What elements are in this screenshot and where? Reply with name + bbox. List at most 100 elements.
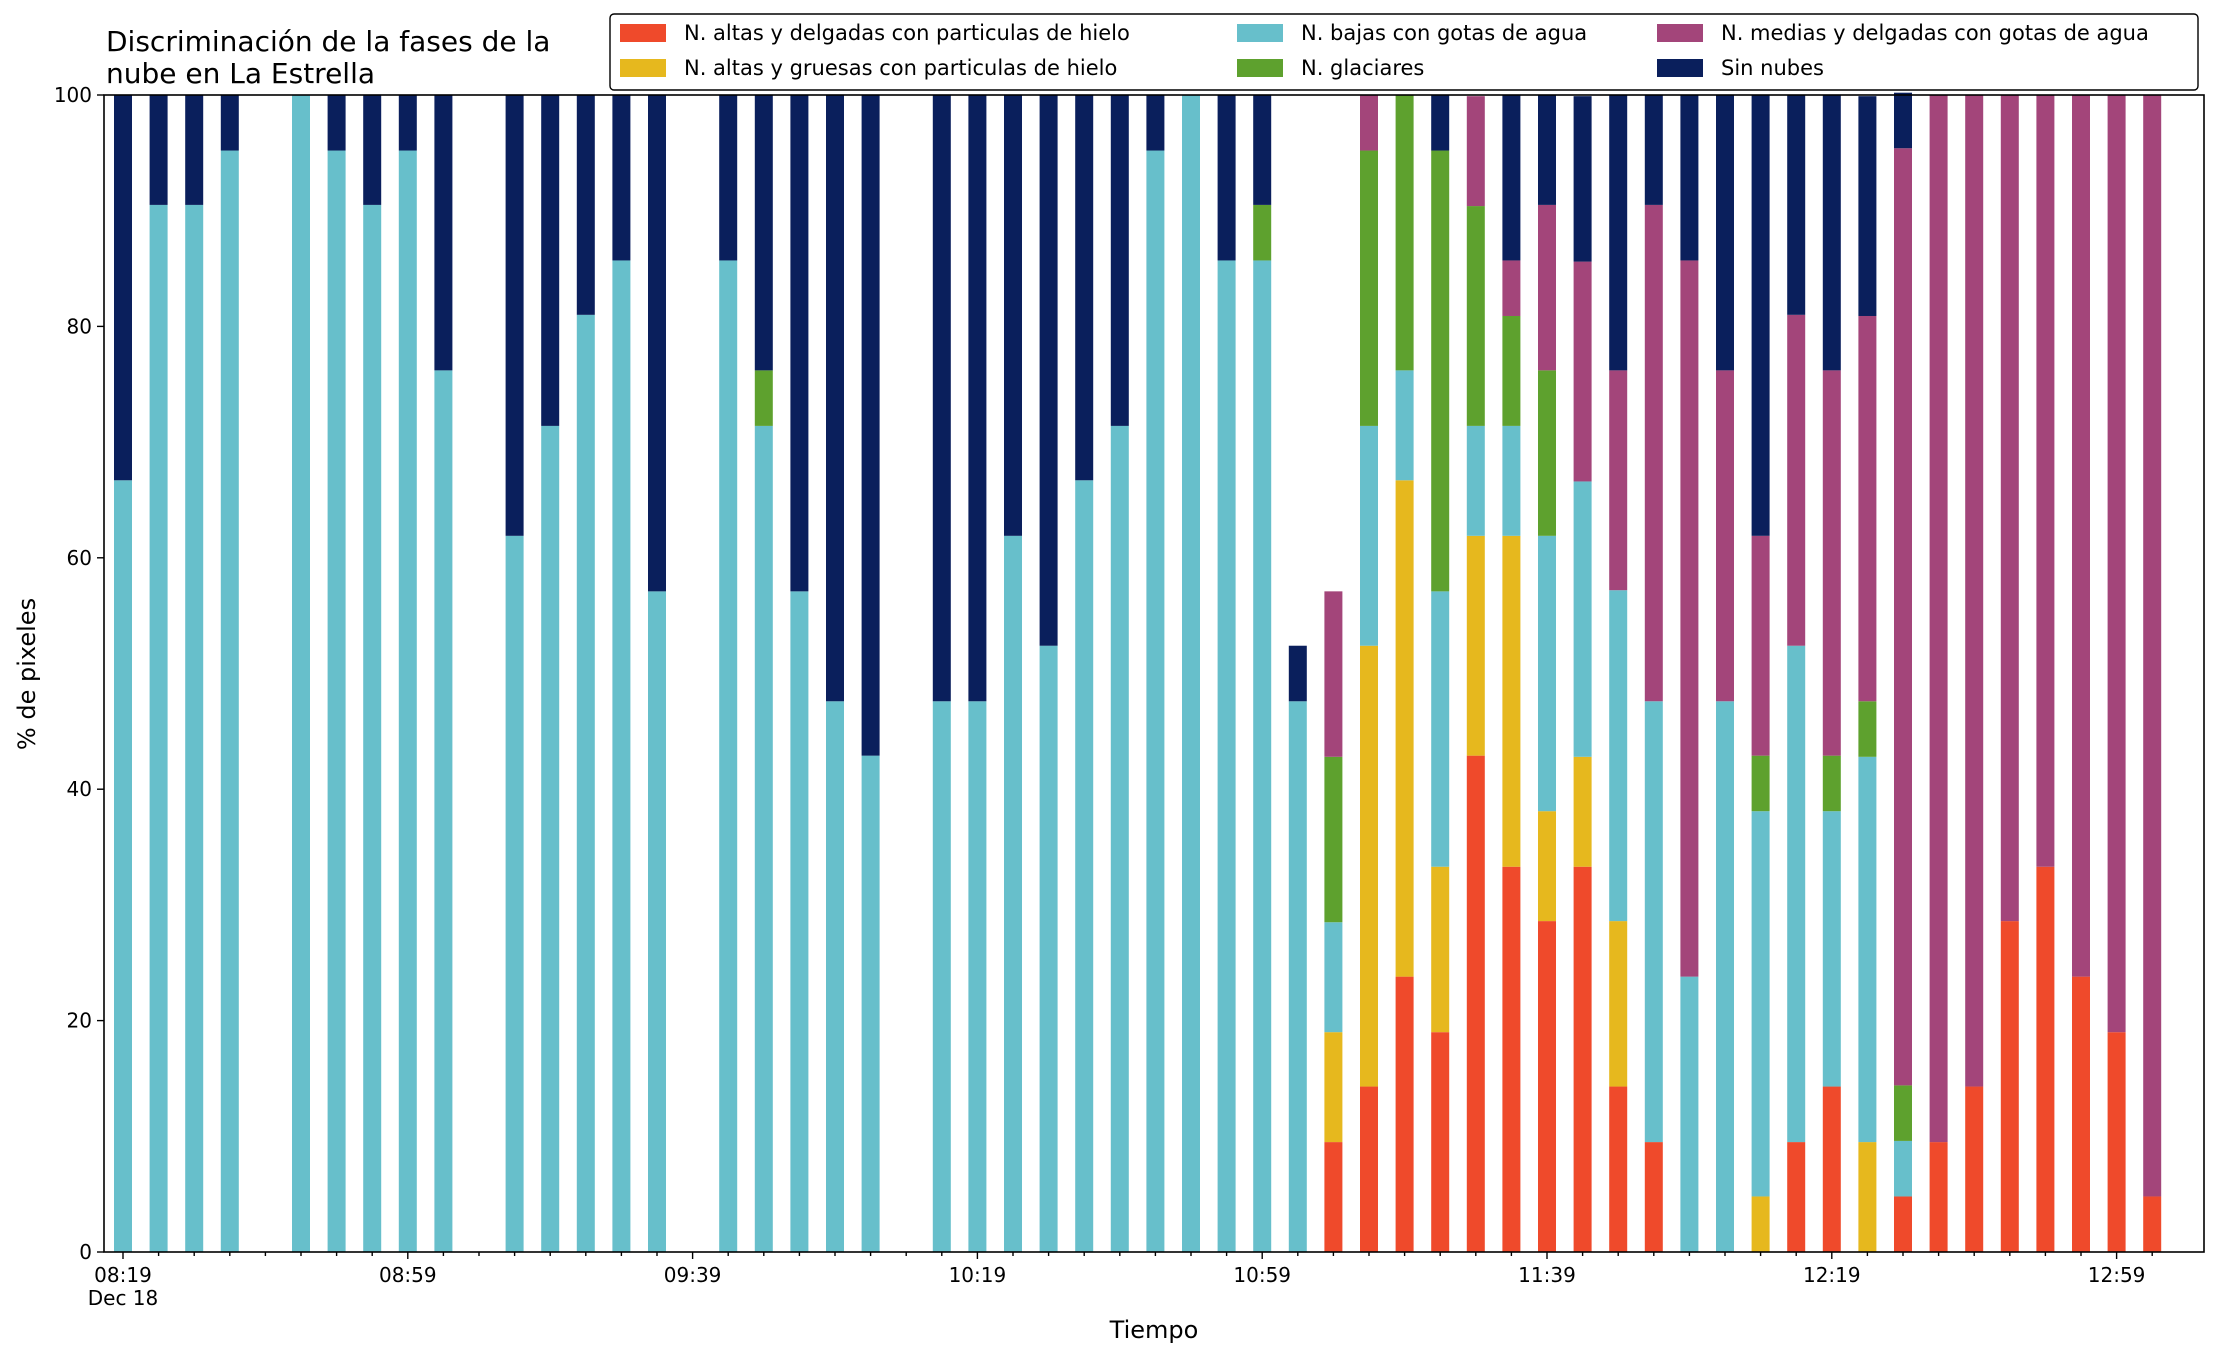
bar-segment-s5-t29: [1146, 95, 1165, 151]
y-axis-label: % de pixeles: [13, 598, 41, 750]
legend-swatch-0: [620, 24, 666, 42]
bar-segment-s2-t34: [1324, 922, 1343, 1033]
bar-segment-s4-t50: [1894, 148, 1912, 1086]
bar-segment-s5-t19: [790, 95, 809, 592]
bar-segment-s0-t38: [1466, 755, 1485, 1252]
legend-label-1: N. altas y gruesas con particulas de hie…: [684, 56, 1117, 80]
bar-segment-s4-t42: [1609, 370, 1628, 591]
legend-swatch-2: [1237, 24, 1283, 42]
bar-segment-s4-t41: [1573, 261, 1592, 482]
x-tick-label: 08:19: [94, 1263, 152, 1287]
legend-label-0: N. altas y delgadas con particulas de hi…: [684, 21, 1130, 45]
bar-segment-s5-t50: [1894, 92, 1912, 149]
bar-segment-s1-t34: [1324, 1032, 1343, 1143]
bar-segment-s0-t47: [1787, 1142, 1806, 1252]
bar-segment-s0-t52: [1965, 1086, 1984, 1252]
bar-segment-s5-t33: [1288, 645, 1307, 702]
legend-label-5: Sin nubes: [1721, 56, 1824, 80]
x-axis-label: Tiempo: [1109, 1316, 1199, 1344]
bar-segment-s3-t34: [1324, 756, 1343, 923]
bar-segment-s4-t47: [1787, 314, 1806, 646]
bar-segment-s2-t20: [826, 701, 844, 1252]
bar-segment-s5-t13: [576, 95, 595, 315]
legend-swatch-5: [1657, 59, 1703, 77]
bar-segment-s5-t6: [327, 95, 346, 151]
y-tick-label: 100: [54, 83, 92, 107]
bar-segment-s5-t9: [434, 95, 453, 371]
bar-segment-s2-t9: [434, 370, 453, 1252]
bar-segment-s4-t35: [1360, 95, 1378, 151]
bar-segment-s1-t36: [1395, 480, 1414, 977]
bar-segment-s2-t3: [220, 150, 239, 1252]
bar-segment-s2-t1: [149, 204, 168, 1252]
bar-segment-s2-t7: [363, 204, 382, 1252]
bar-segment-s2-t46: [1751, 811, 1770, 1197]
bar-segment-s1-t46: [1751, 1196, 1770, 1252]
bar-segment-s2-t47: [1787, 645, 1806, 1143]
bar-segment-s4-t43: [1644, 204, 1663, 702]
bar-segment-s0-t36: [1395, 976, 1414, 1252]
bar-segment-s5-t15: [648, 95, 666, 592]
x-tick-label: 12:59: [2088, 1263, 2146, 1287]
legend-label-4: N. medias y delgadas con gotas de agua: [1721, 21, 2149, 45]
bar-segment-s2-t40: [1538, 535, 1556, 812]
bar-segment-s2-t11: [505, 535, 524, 1252]
y-tick-label: 0: [79, 1240, 92, 1264]
bar-segment-s5-t11: [505, 95, 524, 536]
bar-segment-s4-t39: [1502, 260, 1521, 316]
bar-segment-s0-t55: [2072, 976, 2090, 1252]
x-tick-label: 10:19: [949, 1263, 1007, 1287]
bar-segment-s0-t41: [1573, 866, 1592, 1252]
bar-segment-s0-t37: [1431, 1032, 1450, 1252]
bar-segment-s5-t25: [1004, 95, 1022, 536]
bar-segment-s2-t0: [114, 480, 132, 1252]
bar-segment-s2-t33: [1288, 701, 1307, 1252]
bar-segment-s2-t42: [1609, 590, 1628, 922]
bar-segment-s5-t32: [1253, 95, 1272, 205]
bar-segment-s5-t12: [541, 95, 560, 426]
bar-segment-s3-t36: [1395, 95, 1414, 371]
bar-segment-s4-t51: [1929, 95, 1948, 1143]
bar-segment-s2-t19: [790, 591, 809, 1252]
bar-segment-s2-t30: [1182, 95, 1200, 1252]
bar-segment-s5-t23: [932, 95, 951, 702]
bar-segment-s3-t40: [1538, 370, 1556, 536]
bar-segment-s2-t12: [541, 425, 560, 1252]
y-tick-label: 60: [67, 546, 92, 570]
bar-segment-s1-t35: [1360, 645, 1378, 1087]
legend-swatch-1: [620, 59, 666, 77]
bar-segment-s2-t37: [1431, 591, 1450, 867]
bar-segment-s2-t50: [1894, 1140, 1912, 1197]
bar-segment-s4-t45: [1716, 370, 1734, 702]
bar-segment-s2-t5: [292, 95, 310, 1252]
bar-segment-s2-t48: [1822, 811, 1841, 1087]
bar-segment-s2-t41: [1573, 481, 1592, 757]
bar-segment-s5-t44: [1680, 95, 1699, 261]
bar-segment-s0-t51: [1929, 1142, 1948, 1252]
bar-segment-s5-t43: [1644, 95, 1663, 205]
bar-segment-s0-t39: [1502, 866, 1521, 1252]
legend: N. altas y delgadas con particulas de hi…: [609, 13, 2199, 91]
bar-segment-s2-t26: [1039, 645, 1058, 1252]
bar-segment-s3-t37: [1431, 150, 1450, 592]
bar-segment-s3-t35: [1360, 150, 1378, 426]
bar-segment-s5-t31: [1217, 95, 1236, 261]
x-tick-label: 08:59: [379, 1263, 437, 1287]
bar-segment-s2-t24: [968, 701, 987, 1252]
bar-segment-s2-t28: [1110, 425, 1129, 1252]
bar-segment-s2-t6: [327, 150, 346, 1252]
bar-segment-s3-t46: [1751, 755, 1770, 812]
bar-segment-s1-t42: [1609, 921, 1628, 1087]
bar-segment-s5-t1: [149, 95, 168, 205]
bar-segment-s3-t39: [1502, 315, 1521, 426]
bar-segment-s2-t13: [576, 314, 595, 1253]
bar-segment-s5-t0: [114, 95, 132, 481]
bar-segment-s4-t57: [2143, 95, 2162, 1197]
bar-segment-s2-t23: [932, 701, 951, 1252]
bar-segment-s5-t7: [363, 95, 382, 205]
bar-stacks: [114, 92, 2162, 1253]
bar-segment-s5-t3: [220, 95, 239, 151]
bar-segment-s3-t38: [1466, 206, 1485, 426]
bar-segment-s2-t25: [1004, 535, 1022, 1252]
